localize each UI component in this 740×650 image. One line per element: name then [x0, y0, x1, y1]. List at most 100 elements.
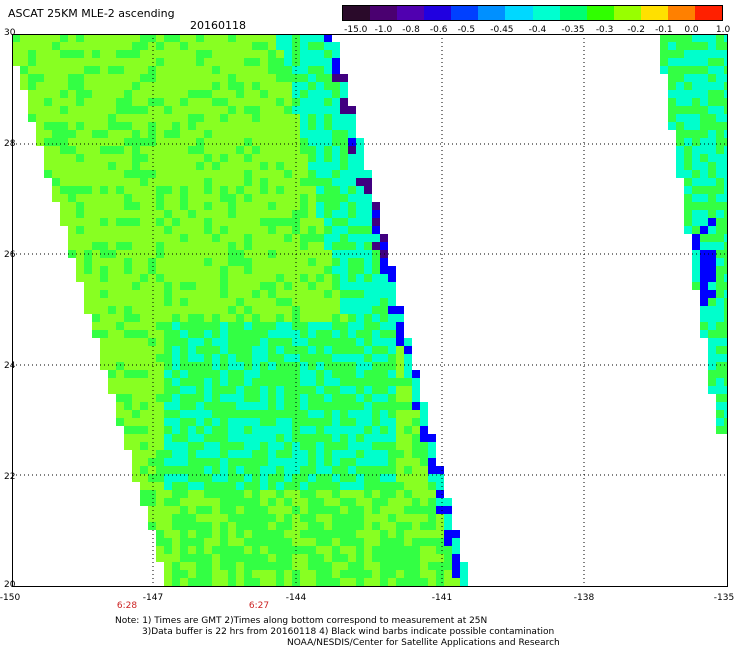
- data-cell: [132, 346, 140, 354]
- data-cell: [220, 442, 228, 450]
- data-cell: [124, 210, 132, 218]
- data-cell: [340, 146, 348, 154]
- data-cell: [68, 42, 76, 50]
- data-cell: [284, 490, 292, 498]
- data-cell: [156, 66, 164, 74]
- data-cell: [324, 98, 332, 106]
- data-cell: [340, 130, 348, 138]
- data-cell: [300, 442, 308, 450]
- data-cell: [276, 562, 284, 570]
- data-cell: [276, 306, 284, 314]
- data-cell: [116, 82, 124, 90]
- data-cell: [404, 466, 412, 474]
- data-cell: [92, 122, 100, 130]
- data-cell: [156, 114, 164, 122]
- data-cell: [204, 402, 212, 410]
- data-cell: [100, 314, 108, 322]
- data-cell: [172, 122, 180, 130]
- data-cell: [364, 578, 372, 586]
- data-cell: [156, 338, 164, 346]
- data-cell: [52, 58, 60, 66]
- data-cell: [156, 282, 164, 290]
- data-cell: [364, 290, 372, 298]
- data-cell: [260, 146, 268, 154]
- data-cell: [716, 202, 724, 210]
- data-cell: [700, 98, 708, 106]
- data-cell: [684, 218, 692, 226]
- data-cell: [428, 434, 436, 442]
- data-cell: [220, 122, 228, 130]
- data-cell: [332, 58, 340, 66]
- data-cell: [236, 130, 244, 138]
- data-cell: [380, 458, 388, 466]
- data-cell: [60, 42, 68, 50]
- data-cell: [348, 194, 356, 202]
- data-cell: [356, 538, 364, 546]
- data-cell: [84, 290, 92, 298]
- data-cell: [340, 226, 348, 234]
- data-cell: [708, 314, 716, 322]
- data-cell: [700, 66, 708, 74]
- data-cell: [156, 82, 164, 90]
- data-cell: [236, 90, 244, 98]
- data-cell: [676, 146, 684, 154]
- data-cell: [228, 298, 236, 306]
- data-cell: [228, 98, 236, 106]
- data-cell: [332, 242, 340, 250]
- data-cell: [724, 394, 728, 402]
- data-cell: [340, 82, 348, 90]
- data-cell: [668, 66, 676, 74]
- data-cell: [180, 530, 188, 538]
- data-cell: [260, 274, 268, 282]
- data-cell: [308, 66, 316, 74]
- data-cell: [356, 274, 364, 282]
- data-cell: [308, 146, 316, 154]
- data-cell: [84, 234, 92, 242]
- data-cell: [60, 66, 68, 74]
- data-cell: [140, 386, 148, 394]
- lat-label: 30: [4, 28, 16, 38]
- data-cell: [692, 210, 700, 218]
- data-cell: [12, 50, 20, 58]
- data-cell: [84, 66, 92, 74]
- data-cell: [228, 514, 236, 522]
- data-cell: [236, 146, 244, 154]
- data-cell: [332, 130, 340, 138]
- data-cell: [252, 82, 260, 90]
- data-cell: [396, 346, 404, 354]
- data-cell: [708, 266, 716, 274]
- data-cell: [284, 506, 292, 514]
- data-cell: [348, 178, 356, 186]
- data-cell: [156, 210, 164, 218]
- data-cell: [164, 98, 172, 106]
- data-cell: [332, 482, 340, 490]
- data-cell: [60, 82, 68, 90]
- data-cell: [300, 202, 308, 210]
- data-cell: [708, 362, 716, 370]
- data-cell: [356, 522, 364, 530]
- data-cell: [236, 306, 244, 314]
- data-cell: [228, 322, 236, 330]
- data-cell: [172, 242, 180, 250]
- colorbar-label: -0.1: [655, 25, 673, 35]
- data-cell: [284, 546, 292, 554]
- data-cell: [92, 282, 100, 290]
- data-cell: [220, 402, 228, 410]
- data-cell: [124, 306, 132, 314]
- data-cell: [364, 506, 372, 514]
- data-cell: [236, 162, 244, 170]
- data-cell: [692, 146, 700, 154]
- data-cell: [156, 346, 164, 354]
- data-cell: [220, 554, 228, 562]
- data-cell: [116, 218, 124, 226]
- data-cell: [348, 578, 356, 586]
- data-cell: [132, 402, 140, 410]
- data-cell: [100, 90, 108, 98]
- data-cell: [308, 506, 316, 514]
- data-cell: [300, 82, 308, 90]
- data-cell: [220, 514, 228, 522]
- data-cell: [724, 98, 728, 106]
- data-cell: [364, 378, 372, 386]
- data-cell: [92, 114, 100, 122]
- data-cell: [252, 474, 260, 482]
